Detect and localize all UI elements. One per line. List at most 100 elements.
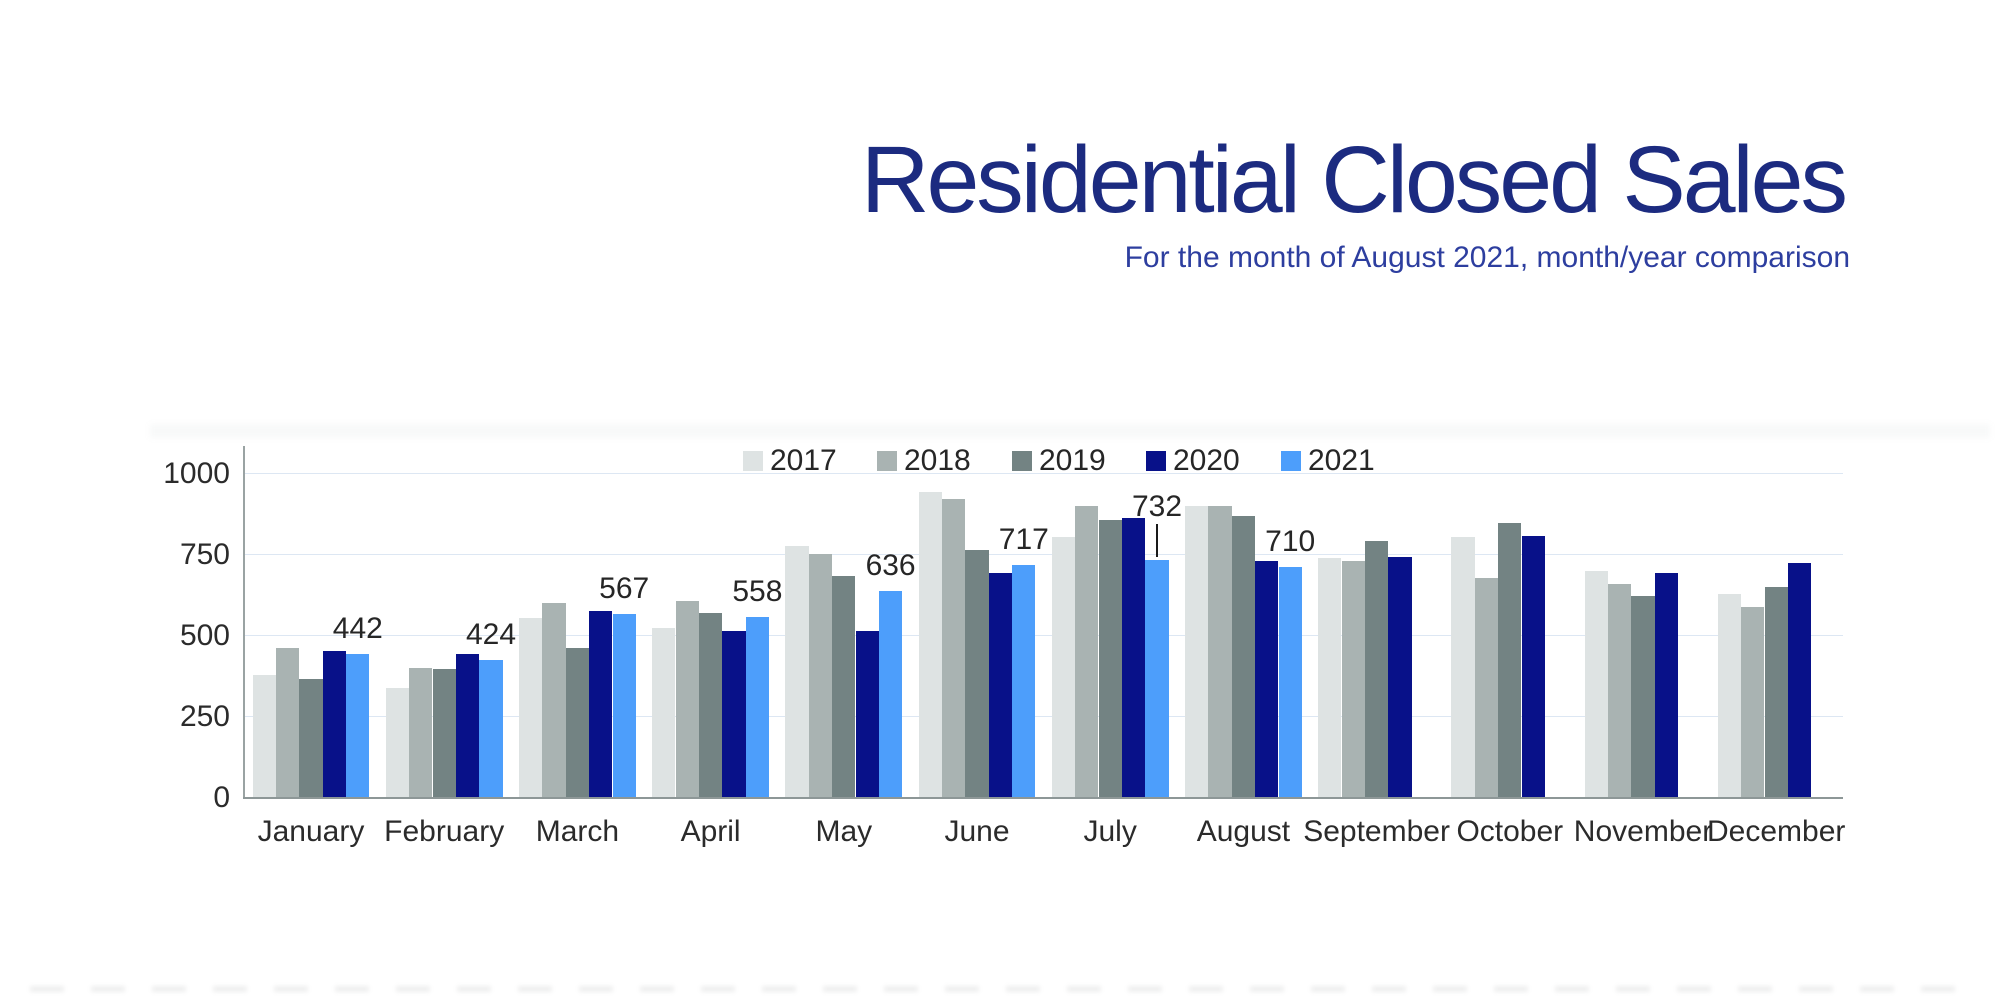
bar-august-2019	[1231, 516, 1256, 798]
x-axis-label-october: October	[1456, 815, 1564, 848]
legend-swatch-2018	[877, 451, 897, 471]
bar-march-2018	[542, 603, 566, 798]
legend-item-2017: 2017	[743, 444, 853, 477]
legend-swatch-2021	[1281, 451, 1301, 471]
bar-may-2018	[808, 553, 833, 798]
bar-february-2018	[409, 667, 433, 798]
x-axis-label-january: January	[257, 815, 365, 848]
legend-label-2018: 2018	[904, 444, 971, 477]
legend-label-2017: 2017	[770, 444, 837, 477]
y-axis-tick-750: 750	[179, 537, 230, 571]
x-axis-label-august: August	[1196, 815, 1291, 848]
bar-july-2020	[1121, 518, 1146, 798]
data-label-march-2021: 567	[599, 571, 650, 605]
page-bottom-artifact	[30, 986, 1980, 992]
bar-december-2017	[1717, 594, 1742, 798]
bar-september-2017	[1318, 557, 1342, 798]
data-label-february-2021: 424	[465, 618, 517, 652]
chart-title: Residential Closed Sales	[860, 127, 1848, 233]
bar-june-2021	[1012, 565, 1036, 798]
bar-november-2020	[1654, 573, 1679, 798]
bar-april-2019	[698, 613, 723, 798]
legend-item-2019: 2019	[1012, 444, 1122, 477]
bar-december-2020	[1787, 563, 1812, 798]
legend-label-2021: 2021	[1308, 444, 1375, 477]
x-axis-label-september: September	[1303, 815, 1450, 848]
x-axis-label-april: April	[680, 815, 741, 848]
bar-april-2021	[745, 616, 770, 798]
legend-swatch-2017	[743, 451, 763, 471]
data-label-june-2021: 717	[998, 523, 1049, 557]
bar-august-2017	[1184, 506, 1209, 798]
legend-label-2020: 2020	[1173, 444, 1240, 477]
bar-december-2019	[1764, 587, 1788, 798]
bar-october-2020	[1521, 536, 1545, 798]
x-axis-label-december: December	[1706, 815, 1846, 848]
gridline-1000	[243, 473, 1843, 474]
legend-label-2019: 2019	[1039, 444, 1106, 477]
data-label-july-2021: 732	[1131, 490, 1183, 524]
bar-may-2019	[832, 576, 856, 798]
legend-item-2018: 2018	[877, 444, 987, 477]
bar-march-2020	[589, 610, 613, 798]
bar-november-2017	[1584, 570, 1608, 798]
data-label-january-2021: 442	[332, 612, 383, 646]
data-label-may-2021: 636	[865, 549, 916, 583]
bar-april-2018	[675, 600, 699, 798]
data-label-august-2021: 710	[1265, 525, 1316, 559]
bar-january-2021	[346, 654, 370, 798]
x-axis-label-may: May	[815, 815, 873, 848]
x-axis-baseline	[243, 796, 1843, 799]
bar-may-2020	[855, 630, 879, 798]
legend-item-2021: 2021	[1281, 444, 1391, 477]
legend-item-2020: 2020	[1146, 444, 1256, 477]
x-axis-label-march: March	[535, 815, 620, 848]
bar-march-2017	[518, 618, 543, 798]
bar-july-2021	[1145, 560, 1169, 798]
data-label-april-2021: 558	[732, 574, 783, 608]
gridline-250	[243, 716, 1843, 717]
bar-may-2017	[785, 546, 809, 798]
bar-march-2021	[612, 613, 636, 798]
bar-january-2018	[275, 647, 300, 798]
bar-august-2020	[1255, 560, 1279, 798]
y-axis-tick-0: 0	[213, 780, 230, 814]
bar-july-2019	[1098, 519, 1122, 798]
legend-swatch-2019	[1012, 451, 1032, 471]
data-label-leader-line-july	[1156, 524, 1158, 558]
bar-june-2018	[941, 499, 966, 798]
bar-january-2019	[299, 679, 323, 798]
x-axis-label-july: July	[1083, 815, 1137, 848]
bar-october-2018	[1474, 577, 1499, 798]
bar-august-2018	[1208, 505, 1232, 798]
bar-july-2018	[1075, 506, 1099, 798]
bar-october-2019	[1498, 523, 1522, 798]
bar-february-2019	[432, 668, 456, 798]
bar-may-2021	[878, 591, 903, 798]
chart-subtitle: For the month of August 2021, month/year…	[1124, 241, 1850, 274]
bar-august-2021	[1278, 567, 1302, 798]
y-axis-tick-1000: 1000	[163, 456, 230, 490]
gridline-500	[243, 635, 1843, 636]
bar-november-2019	[1631, 596, 1655, 798]
bar-october-2017	[1451, 537, 1475, 798]
bar-january-2020	[322, 651, 347, 798]
bar-september-2018	[1341, 560, 1365, 798]
bar-april-2017	[652, 627, 676, 798]
bar-september-2020	[1388, 557, 1412, 798]
x-axis-label-june: June	[944, 815, 1010, 848]
bar-january-2017	[252, 675, 276, 798]
bar-april-2020	[722, 630, 746, 798]
y-axis-tick-250: 250	[179, 699, 230, 733]
gridline-750	[243, 554, 1843, 555]
bar-june-2017	[918, 491, 942, 798]
bar-february-2021	[479, 660, 503, 798]
bar-february-2020	[455, 653, 480, 798]
chart-background-band	[150, 424, 1990, 438]
x-axis-label-november: November	[1573, 815, 1713, 848]
bar-june-2020	[988, 573, 1013, 798]
bar-december-2018	[1741, 606, 1765, 798]
bar-february-2017	[385, 687, 410, 798]
y-axis-line	[243, 446, 245, 799]
